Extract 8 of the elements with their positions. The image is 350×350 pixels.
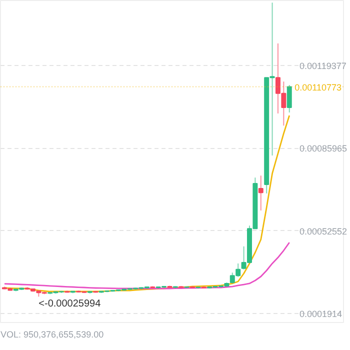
y-tick-label: 0.0001914 bbox=[300, 309, 342, 320]
y-tick-label: 0.00085965 bbox=[300, 144, 348, 154]
annotation: <-0.00025994 bbox=[38, 298, 102, 310]
line-series bbox=[4, 242, 290, 290]
text: VOL: 950,376,655,539.00 bbox=[0, 330, 104, 340]
ref-line-label: 0.00110773 bbox=[294, 82, 342, 92]
y-tick-label: 0.00119377 bbox=[300, 61, 346, 72]
y-tick-label: 0.00052552 bbox=[300, 226, 348, 236]
